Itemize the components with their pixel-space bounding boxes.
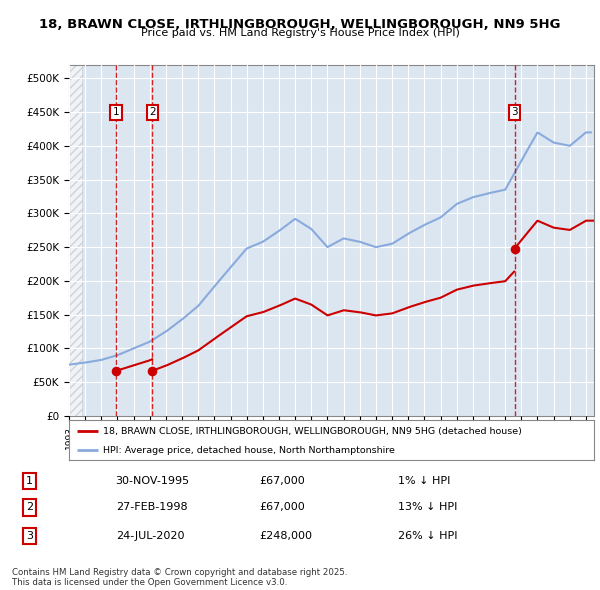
- Text: 2: 2: [149, 107, 156, 117]
- Text: 24-JUL-2020: 24-JUL-2020: [116, 531, 184, 540]
- Text: 30-NOV-1995: 30-NOV-1995: [116, 476, 190, 486]
- Text: 13% ↓ HPI: 13% ↓ HPI: [398, 503, 457, 512]
- Text: £248,000: £248,000: [260, 531, 313, 540]
- Text: 1: 1: [113, 107, 119, 117]
- Point: [510, 244, 520, 253]
- Text: HPI: Average price, detached house, North Northamptonshire: HPI: Average price, detached house, Nort…: [103, 445, 395, 455]
- Text: 3: 3: [511, 107, 518, 117]
- Text: 2: 2: [26, 503, 33, 512]
- Point: [112, 366, 121, 375]
- Text: 1: 1: [26, 476, 33, 486]
- Text: 27-FEB-1998: 27-FEB-1998: [116, 503, 187, 512]
- Point: [148, 366, 157, 375]
- Text: 18, BRAWN CLOSE, IRTHLINGBOROUGH, WELLINGBOROUGH, NN9 5HG (detached house): 18, BRAWN CLOSE, IRTHLINGBOROUGH, WELLIN…: [103, 427, 522, 436]
- Text: 18, BRAWN CLOSE, IRTHLINGBOROUGH, WELLINGBOROUGH, NN9 5HG: 18, BRAWN CLOSE, IRTHLINGBOROUGH, WELLIN…: [39, 18, 561, 31]
- Bar: [69, 65, 82, 416]
- Text: £67,000: £67,000: [260, 476, 305, 486]
- Text: 26% ↓ HPI: 26% ↓ HPI: [398, 531, 457, 540]
- Text: 1% ↓ HPI: 1% ↓ HPI: [398, 476, 450, 486]
- Text: 3: 3: [26, 531, 33, 540]
- Text: Price paid vs. HM Land Registry's House Price Index (HPI): Price paid vs. HM Land Registry's House …: [140, 28, 460, 38]
- Text: £67,000: £67,000: [260, 503, 305, 512]
- Text: Contains HM Land Registry data © Crown copyright and database right 2025.
This d: Contains HM Land Registry data © Crown c…: [12, 568, 347, 587]
